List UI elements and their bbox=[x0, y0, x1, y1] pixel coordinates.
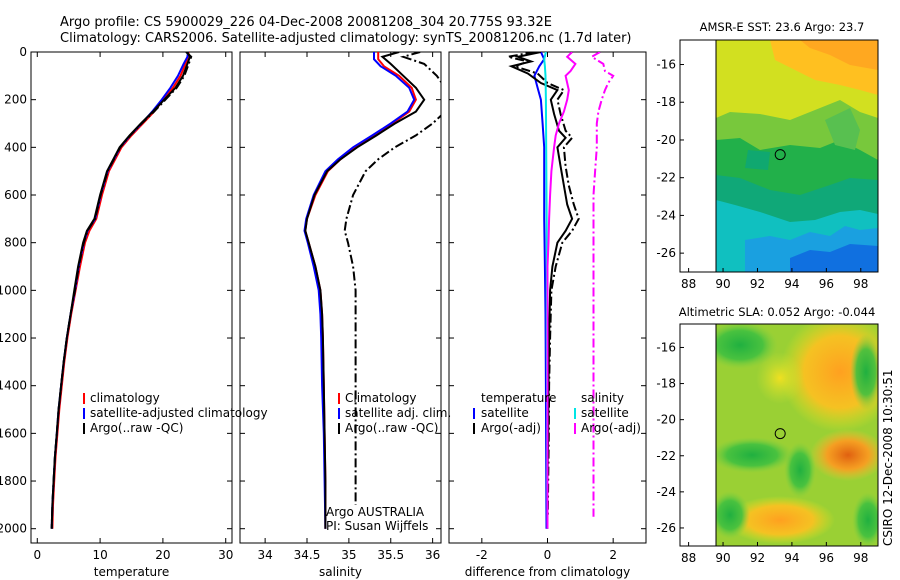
diff-legend-salinity-header: salinity bbox=[581, 391, 624, 405]
sst_map-xtick-label: 98 bbox=[853, 277, 868, 291]
temperature-series-line-1 bbox=[50, 52, 189, 529]
difference-xtick-label: -2 bbox=[476, 548, 488, 562]
sla-argo-position-marker bbox=[774, 428, 786, 440]
sla-map-panel: Altimetric SLA: 0.052 Argo: -0.044 88 90 9… bbox=[656, 305, 879, 565]
diff-legend-temperature-label: Argo(-adj) bbox=[481, 421, 541, 435]
temperature-ytick-label: 2000 bbox=[0, 522, 27, 536]
difference-xtick-label: 0 bbox=[544, 548, 552, 562]
sst_map-ytick-label: -26 bbox=[656, 246, 676, 260]
salinity-series-line-2 bbox=[304, 52, 426, 529]
temperature-ytick-label: 1800 bbox=[0, 474, 27, 488]
sla_map-ytick-label: -22 bbox=[656, 449, 676, 463]
diff-legend-temperature-header: temperature bbox=[481, 391, 556, 405]
salinity-series-line-1 bbox=[303, 52, 416, 529]
diff-legend-salinity-label: Argo(-adj) bbox=[581, 421, 641, 435]
sla_map-ytick-label: -16 bbox=[656, 340, 676, 354]
temperature-legend-label: climatology bbox=[90, 391, 160, 405]
sst_map-ytick-label: -24 bbox=[656, 208, 676, 222]
sla_map-ytick-label: -24 bbox=[656, 485, 676, 499]
sst-heatmap bbox=[716, 40, 878, 272]
sst_map-ytick-label: -16 bbox=[656, 58, 676, 72]
salinity-annotation-2: PI: Susan Wijffels bbox=[326, 519, 428, 533]
difference-series-line-0 bbox=[533, 52, 548, 529]
difference-series-group bbox=[507, 52, 615, 529]
sst_map-xtick-label: 88 bbox=[681, 277, 696, 291]
difference-series-line-4 bbox=[546, 52, 577, 529]
temperature-legend-label: Argo(..raw -QC) bbox=[90, 421, 183, 435]
diff-legend-temperature-label: satellite bbox=[481, 406, 529, 420]
salinity-series-line-3 bbox=[343, 52, 441, 505]
salinity-xtick-label: 35 bbox=[341, 548, 356, 562]
figure-title-line1: Argo profile: CS 5900029_226 04-Dec-2008… bbox=[60, 15, 552, 30]
sla_map-xtick-label: 92 bbox=[750, 551, 765, 565]
difference-series-line-2 bbox=[507, 52, 580, 517]
salinity-xtick-label: 35.5 bbox=[377, 548, 404, 562]
difference-profile-panel: -2 0 2 difference from climatology temperatu… bbox=[448, 51, 647, 579]
temperature-xtick-label: 30 bbox=[218, 548, 233, 562]
temperature-ytick-label: 600 bbox=[4, 188, 27, 202]
sla-map-title: Altimetric SLA: 0.052 Argo: -0.044 bbox=[679, 305, 876, 319]
salinity-profile-panel: 34 34.5 35 35.5 36 salinity Climatologysatelli… bbox=[239, 51, 451, 579]
temperature-ytick-label: 0 bbox=[19, 45, 27, 59]
sla_map-ytick-label: -20 bbox=[656, 413, 676, 427]
difference-series-line-5 bbox=[589, 52, 615, 517]
sla_map-xtick-label: 94 bbox=[784, 551, 799, 565]
salinity-legend-label: Argo(..raw -QC) bbox=[345, 421, 438, 435]
temperature-series-group bbox=[50, 52, 193, 529]
figure-title-line2: Climatology: CARS2006. Satellite-adjuste… bbox=[60, 31, 632, 46]
temperature-ytick-label: 400 bbox=[4, 140, 27, 154]
salinity-xtick-label: 36 bbox=[425, 548, 440, 562]
temperature-ytick-label: 200 bbox=[4, 93, 27, 107]
temperature-ytick-label: 1400 bbox=[0, 379, 27, 393]
sst-map-panel: AMSR-E SST: 23.6 Argo: 23.7 88 90 92 94 96 98… bbox=[656, 20, 879, 291]
temperature-ytick-label: 1200 bbox=[0, 331, 27, 345]
sla_map-xtick-label: 98 bbox=[853, 551, 868, 565]
sla_map-ytick-label: -18 bbox=[656, 377, 676, 391]
sla_map-xtick-label: 88 bbox=[681, 551, 696, 565]
salinity-series-group bbox=[303, 52, 441, 529]
salinity-legend-label: satellite adj. clim. bbox=[345, 406, 451, 420]
sla-heatmap bbox=[716, 324, 878, 546]
temperature-xlabel: temperature bbox=[94, 565, 169, 579]
temperature-series-line-3 bbox=[50, 52, 193, 529]
temperature-series-line-0 bbox=[51, 52, 190, 529]
side-timestamp: CSIRO 12-Dec-2008 10:30:51 bbox=[881, 369, 895, 546]
sst_map-xtick-label: 94 bbox=[784, 277, 799, 291]
sst_map-ytick-label: -22 bbox=[656, 171, 676, 185]
sst-map-title: AMSR-E SST: 23.6 Argo: 23.7 bbox=[700, 20, 865, 34]
temperature-series-line-2 bbox=[50, 52, 191, 529]
salinity-axes-frame bbox=[239, 51, 442, 544]
sst-argo-position-marker bbox=[774, 149, 786, 161]
temperature-xtick-label: 20 bbox=[155, 548, 170, 562]
temperature-legend-label: satellite-adjusted climatology bbox=[90, 406, 268, 420]
salinity-xlabel: salinity bbox=[319, 565, 362, 579]
sst_map-ytick-label: -20 bbox=[656, 133, 676, 147]
sla_map-xtick-label: 96 bbox=[819, 551, 834, 565]
temperature-ytick-label: 1000 bbox=[0, 283, 27, 297]
difference-xlabel: difference from climatology bbox=[465, 565, 631, 579]
temperature-ytick-label: 1600 bbox=[0, 426, 27, 440]
salinity-annotation-1: Argo AUSTRALIA bbox=[326, 505, 425, 519]
difference-xtick-label: 2 bbox=[609, 548, 617, 562]
sla_map-ytick-label: -26 bbox=[656, 521, 676, 535]
salinity-xtick-label: 34.5 bbox=[294, 548, 321, 562]
sst_map-ytick-label: -18 bbox=[656, 95, 676, 109]
sst_map-axes-frame bbox=[679, 39, 879, 273]
diff-legend-salinity-label: satellite bbox=[581, 406, 629, 420]
salinity-legend-label: Climatology bbox=[345, 391, 417, 405]
sst_map-xtick-label: 92 bbox=[750, 277, 765, 291]
salinity-xtick-label: 34 bbox=[257, 548, 272, 562]
sla_map-xtick-label: 90 bbox=[715, 551, 730, 565]
sst_map-xtick-label: 90 bbox=[715, 277, 730, 291]
temperature-ytick-label: 800 bbox=[4, 236, 27, 250]
sla_map-axes-frame bbox=[679, 323, 879, 547]
temperature-xtick-label: 10 bbox=[92, 548, 107, 562]
sst_map-xtick-label: 96 bbox=[819, 277, 834, 291]
temperature-xtick-label: 0 bbox=[33, 548, 41, 562]
temperature-profile-panel: 0 10 20 30 0 200 400 600 800 1000 1200 1400 1600 1800… bbox=[0, 45, 268, 579]
salinity-series-line-0 bbox=[304, 52, 417, 529]
temperature-axes-frame bbox=[30, 51, 233, 544]
